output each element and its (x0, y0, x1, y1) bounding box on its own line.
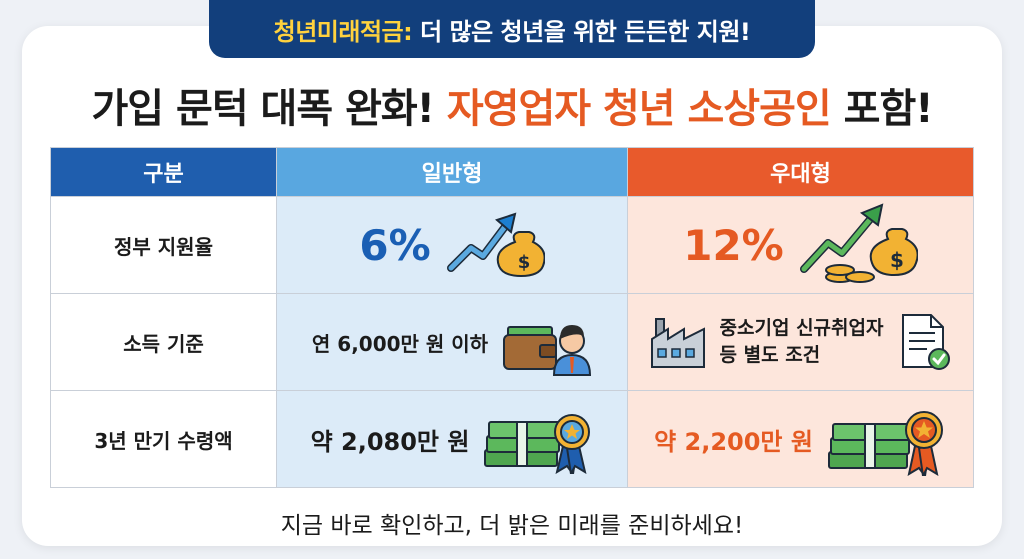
preferred-income-line1: 중소기업 신규취업자 (719, 317, 884, 339)
table-header-row: 구분 일반형 우대형 (50, 147, 974, 197)
preferred-income-line2: 등 별도 조건 (719, 344, 821, 366)
preferred-support-rate: 12% (683, 220, 784, 270)
row-label: 3년 만기 수령액 (50, 390, 277, 488)
preferred-support-rate-cell: 12% $ (627, 196, 974, 294)
table-row: 정부 지원율 6% $ 12% (50, 196, 974, 294)
top-banner: 청년미래적금: 더 많은 청년을 위한 든든한 지원! (209, 0, 815, 58)
general-support-rate-cell: 6% $ (276, 196, 628, 294)
general-income-cell: 연 6,000만 원 이하 (276, 293, 628, 391)
header-general: 일반형 (276, 147, 628, 197)
header-category: 구분 (50, 147, 277, 197)
cash-stack-medal-icon (483, 404, 593, 474)
factory-icon (650, 313, 706, 371)
preferred-payout-cell: 약 2,200만 원 (627, 390, 974, 488)
comparison-table: 구분 일반형 우대형 정부 지원율 6% $ (50, 147, 974, 488)
cash-stack-medal-icon (827, 402, 947, 476)
preferred-income-cell: 중소기업 신규취업자 등 별도 조건 (627, 293, 974, 391)
headline: 가입 문턱 대폭 완화! 자영업자 청년 소상공인 포함! (0, 76, 1024, 134)
document-check-icon (897, 313, 951, 371)
growth-coins-money-bag-icon: $ (798, 203, 918, 287)
general-payout-cell: 약 2,080만 원 (276, 390, 628, 488)
general-income-criterion: 연 6,000만 원 이하 (311, 331, 489, 356)
header-preferred: 우대형 (627, 147, 974, 197)
svg-text:$: $ (890, 248, 904, 272)
svg-text:$: $ (517, 252, 530, 273)
headline-part2: 포함! (843, 86, 934, 132)
table-row: 3년 만기 수령액 약 2,080만 원 (50, 390, 974, 488)
headline-part1: 가입 문턱 대폭 완화! (91, 86, 435, 132)
row-label: 소득 기준 (50, 293, 277, 391)
general-support-rate: 6% (359, 220, 431, 270)
footer-message: 지금 바로 확인하고, 더 밝은 미래를 준비하세요! (280, 513, 744, 539)
growth-money-bag-icon: $ (445, 210, 545, 280)
headline-accent: 자영업자 청년 소상공인 (446, 86, 832, 132)
table-row: 소득 기준 연 6,000만 원 이하 (50, 293, 974, 391)
general-payout: 약 2,080만 원 (310, 427, 470, 456)
row-label: 정부 지원율 (50, 196, 277, 294)
preferred-income-criterion: 중소기업 신규취업자 등 별도 조건 (720, 315, 884, 369)
preferred-payout: 약 2,200만 원 (654, 427, 813, 456)
banner-highlight: 청년미래적금: (273, 17, 413, 46)
banner-text: 더 많은 청년을 위한 든든한 지원! (420, 17, 751, 46)
wallet-person-icon (502, 307, 592, 377)
